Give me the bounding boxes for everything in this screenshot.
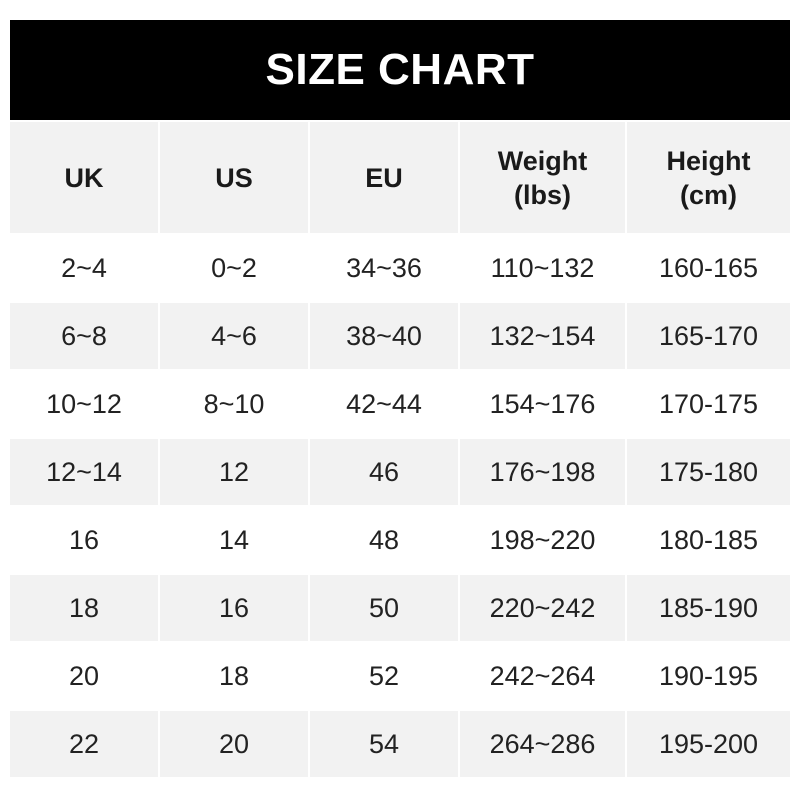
table-cell-us: 4~6 [160,303,308,369]
table-cell-height: 160-165 [627,235,790,301]
table-cell-uk: 2~4 [10,235,158,301]
table-cell-height: 180-185 [627,507,790,573]
table-cell-height: 195-200 [627,711,790,777]
table-cell-eu: 48 [310,507,458,573]
table-cell-weight: 220~242 [460,575,625,641]
table-cell-eu: 34~36 [310,235,458,301]
table-cell-us: 12 [160,439,308,505]
table-cell-us: 0~2 [160,235,308,301]
table-cell-height: 170-175 [627,371,790,437]
table-cell-us: 14 [160,507,308,573]
table-cell-uk: 12~14 [10,439,158,505]
table-cell-uk: 16 [10,507,158,573]
table-cell-us: 18 [160,643,308,709]
table-cell-weight: 132~154 [460,303,625,369]
column-header-us: US [160,122,308,233]
table-cell-uk: 18 [10,575,158,641]
table-cell-eu: 50 [310,575,458,641]
table-cell-us: 16 [160,575,308,641]
table-cell-eu: 42~44 [310,371,458,437]
table-cell-uk: 22 [10,711,158,777]
table-cell-weight: 242~264 [460,643,625,709]
table-cell-height: 190-195 [627,643,790,709]
size-chart-table: UK US EU Weight (lbs) Height (cm) 2~4 0~2 34~36… [10,122,790,777]
table-cell-uk: 20 [10,643,158,709]
table-cell-weight: 176~198 [460,439,625,505]
table-cell-eu: 46 [310,439,458,505]
table-cell-weight: 198~220 [460,507,625,573]
column-header-weight: Weight (lbs) [460,122,625,233]
column-header-height: Height (cm) [627,122,790,233]
table-cell-eu: 38~40 [310,303,458,369]
column-header-uk: UK [10,122,158,233]
table-cell-weight: 110~132 [460,235,625,301]
column-header-eu: EU [310,122,458,233]
table-cell-weight: 154~176 [460,371,625,437]
table-cell-eu: 52 [310,643,458,709]
table-cell-uk: 6~8 [10,303,158,369]
table-cell-weight: 264~286 [460,711,625,777]
table-cell-us: 8~10 [160,371,308,437]
table-cell-height: 185-190 [627,575,790,641]
table-cell-us: 20 [160,711,308,777]
table-cell-height: 165-170 [627,303,790,369]
table-cell-uk: 10~12 [10,371,158,437]
table-cell-height: 175-180 [627,439,790,505]
table-cell-eu: 54 [310,711,458,777]
size-chart-title: SIZE CHART [10,20,790,120]
